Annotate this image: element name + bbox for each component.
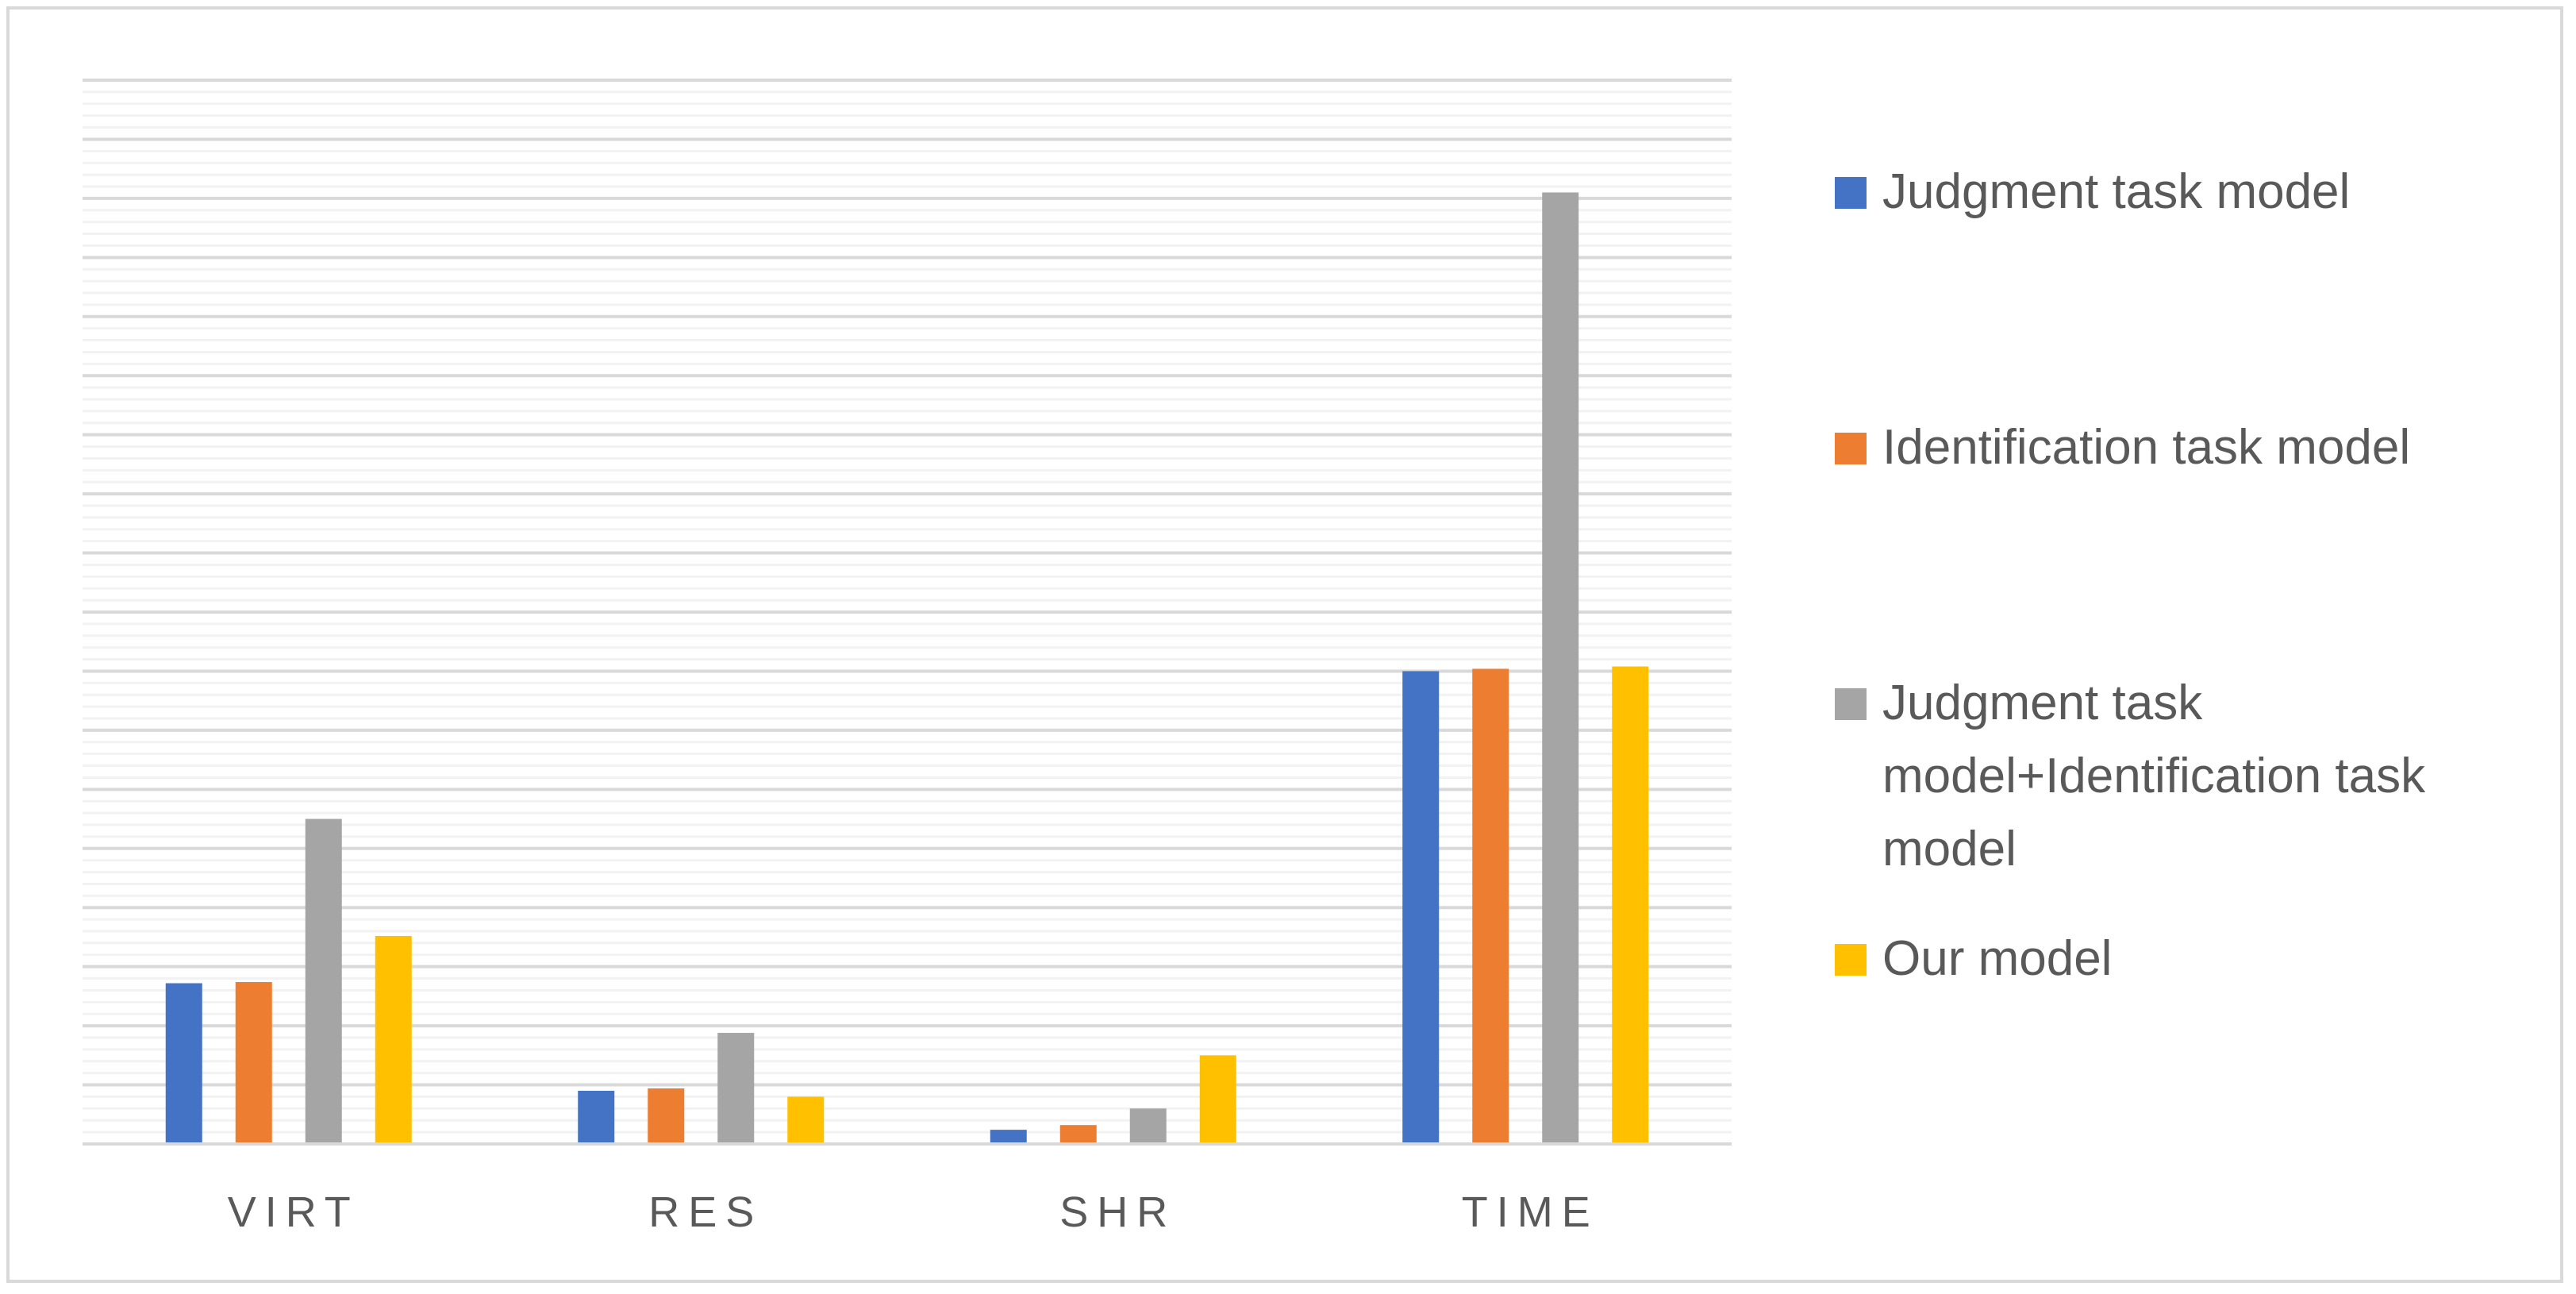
legend-swatch bbox=[1835, 688, 1867, 720]
bar-shr-series-4 bbox=[1199, 1055, 1236, 1144]
bar-res-series-1 bbox=[578, 1091, 615, 1144]
legend-label: Judgment task model+Identification task mo… bbox=[1882, 676, 2426, 876]
x-tick-label-virt: VIRT bbox=[228, 1188, 359, 1236]
gridlines bbox=[83, 79, 1732, 1134]
bars bbox=[165, 192, 1649, 1144]
x-tick-label-res: RES bbox=[648, 1188, 763, 1236]
legend-item-4: Our model bbox=[1835, 931, 2112, 986]
legend-label: Our model bbox=[1882, 931, 2112, 986]
bar-time-series-3 bbox=[1542, 192, 1579, 1144]
bar-res-series-4 bbox=[787, 1096, 825, 1144]
bar-virt-series-1 bbox=[165, 983, 202, 1144]
bar-time-series-4 bbox=[1612, 666, 1649, 1144]
legend-swatch bbox=[1835, 433, 1867, 464]
bar-virt-series-3 bbox=[305, 818, 342, 1144]
legend-item-3: Judgment task model+Identification task mo… bbox=[1835, 676, 2426, 876]
x-tick-label-time: TIME bbox=[1462, 1188, 1599, 1236]
legend-item-1: Judgment task model bbox=[1835, 164, 2350, 219]
bar-time-series-2 bbox=[1472, 668, 1509, 1144]
bar-shr-series-3 bbox=[1129, 1108, 1167, 1144]
bar-shr-series-1 bbox=[990, 1130, 1027, 1144]
legend-item-2: Identification task model bbox=[1835, 420, 2410, 475]
legend: Judgment task model Identification task m… bbox=[1835, 164, 2426, 986]
legend-label: Identification task model bbox=[1882, 420, 2410, 475]
bar-virt-series-2 bbox=[235, 982, 272, 1144]
bar-virt-series-4 bbox=[375, 935, 412, 1144]
bar-res-series-2 bbox=[648, 1088, 685, 1144]
x-tick-label-shr: SHR bbox=[1059, 1188, 1176, 1236]
bar-res-series-3 bbox=[717, 1033, 755, 1144]
x-tick-labels: VIRT RES SHR TIME bbox=[228, 1188, 1599, 1236]
legend-label: Judgment task model bbox=[1882, 164, 2350, 219]
bar-shr-series-2 bbox=[1059, 1125, 1097, 1144]
legend-swatch bbox=[1835, 944, 1867, 976]
legend-swatch bbox=[1835, 177, 1867, 209]
bar-time-series-1 bbox=[1402, 671, 1440, 1144]
chart-frame bbox=[6, 6, 2563, 1283]
